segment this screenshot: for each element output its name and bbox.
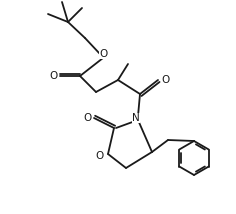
Text: O: O (99, 49, 107, 59)
Text: O: O (161, 75, 169, 85)
Text: N: N (132, 113, 140, 123)
Text: O: O (49, 71, 57, 81)
Text: O: O (83, 113, 91, 123)
Text: O: O (96, 151, 104, 161)
